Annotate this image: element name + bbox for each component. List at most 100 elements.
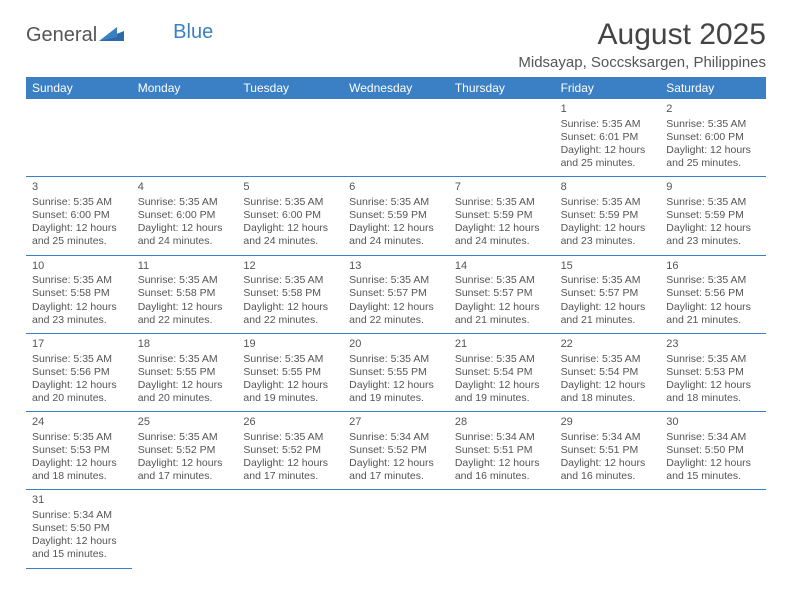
day-info-line: Sunset: 5:54 PM — [455, 366, 549, 379]
calendar-cell — [343, 99, 449, 177]
calendar-cell — [449, 490, 555, 568]
day-info-line: Sunset: 5:55 PM — [138, 366, 232, 379]
day-info-line: and 21 minutes. — [666, 314, 760, 327]
day-info-line: Daylight: 12 hours — [32, 301, 126, 314]
day-number: 20 — [349, 338, 443, 352]
day-number: 9 — [666, 181, 760, 195]
day-info-line: Daylight: 12 hours — [349, 379, 443, 392]
day-number: 27 — [349, 416, 443, 430]
day-info-line: Sunset: 5:52 PM — [138, 444, 232, 457]
day-info-line: and 21 minutes. — [455, 314, 549, 327]
calendar-cell — [449, 99, 555, 177]
day-info-line: Daylight: 12 hours — [243, 301, 337, 314]
weekday-monday: Monday — [132, 77, 238, 99]
day-info-line: and 25 minutes. — [561, 157, 655, 170]
day-number: 21 — [455, 338, 549, 352]
calendar-cell: 11Sunrise: 5:35 AMSunset: 5:58 PMDayligh… — [132, 256, 238, 334]
page-subtitle: Midsayap, Soccsksargen, Philippines — [518, 54, 766, 71]
day-info-line: Daylight: 12 hours — [138, 379, 232, 392]
day-info-line: Sunset: 5:59 PM — [455, 209, 549, 222]
day-info-line: Sunrise: 5:35 AM — [32, 274, 126, 287]
day-info-line: Daylight: 12 hours — [138, 222, 232, 235]
day-info-line: Sunrise: 5:35 AM — [666, 196, 760, 209]
day-info-line: Sunset: 5:54 PM — [561, 366, 655, 379]
day-number: 6 — [349, 181, 443, 195]
day-info-line: and 15 minutes. — [32, 548, 126, 561]
calendar-cell: 15Sunrise: 5:35 AMSunset: 5:57 PMDayligh… — [555, 256, 661, 334]
day-info-line: Sunset: 5:59 PM — [666, 209, 760, 222]
day-info-line: and 17 minutes. — [138, 470, 232, 483]
calendar-cell: 31Sunrise: 5:34 AMSunset: 5:50 PMDayligh… — [26, 490, 132, 568]
day-info-line: Sunset: 6:00 PM — [666, 131, 760, 144]
day-info-line: and 22 minutes. — [243, 314, 337, 327]
day-number: 24 — [32, 416, 126, 430]
day-info-line: Sunrise: 5:35 AM — [243, 196, 337, 209]
calendar-cell: 7Sunrise: 5:35 AMSunset: 5:59 PMDaylight… — [449, 177, 555, 255]
day-info-line: Sunrise: 5:35 AM — [138, 274, 232, 287]
calendar-cell: 5Sunrise: 5:35 AMSunset: 6:00 PMDaylight… — [237, 177, 343, 255]
calendar-cell: 18Sunrise: 5:35 AMSunset: 5:55 PMDayligh… — [132, 334, 238, 412]
calendar-cell — [132, 490, 238, 568]
calendar-cell: 21Sunrise: 5:35 AMSunset: 5:54 PMDayligh… — [449, 334, 555, 412]
logo-flag-icon — [99, 25, 125, 49]
day-info-line: Sunrise: 5:35 AM — [243, 274, 337, 287]
day-info-line: Sunrise: 5:35 AM — [455, 353, 549, 366]
day-info-line: Daylight: 12 hours — [138, 301, 232, 314]
day-info-line: and 15 minutes. — [666, 470, 760, 483]
day-number: 28 — [455, 416, 549, 430]
weekday-sunday: Sunday — [26, 77, 132, 99]
calendar-cell: 29Sunrise: 5:34 AMSunset: 5:51 PMDayligh… — [555, 412, 661, 490]
calendar-cell: 10Sunrise: 5:35 AMSunset: 5:58 PMDayligh… — [26, 256, 132, 334]
day-info-line: Sunrise: 5:35 AM — [138, 196, 232, 209]
day-info-line: Sunrise: 5:34 AM — [32, 509, 126, 522]
day-info-line: Sunrise: 5:35 AM — [561, 196, 655, 209]
logo-text-2: Blue — [173, 21, 213, 44]
weekday-tuesday: Tuesday — [237, 77, 343, 99]
calendar-cell: 14Sunrise: 5:35 AMSunset: 5:57 PMDayligh… — [449, 256, 555, 334]
day-info-line: and 24 minutes. — [138, 235, 232, 248]
calendar-cell: 13Sunrise: 5:35 AMSunset: 5:57 PMDayligh… — [343, 256, 449, 334]
day-number: 12 — [243, 260, 337, 274]
day-info-line: Sunrise: 5:35 AM — [349, 274, 443, 287]
day-info-line: Sunset: 5:52 PM — [243, 444, 337, 457]
day-info-line: Daylight: 12 hours — [32, 535, 126, 548]
day-info-line: Daylight: 12 hours — [666, 457, 760, 470]
day-info-line: Sunrise: 5:35 AM — [138, 353, 232, 366]
day-info-line: Daylight: 12 hours — [666, 144, 760, 157]
day-info-line: and 17 minutes. — [243, 470, 337, 483]
day-info-line: Sunrise: 5:35 AM — [138, 431, 232, 444]
day-info-line: Sunset: 5:53 PM — [666, 366, 760, 379]
day-info-line: Daylight: 12 hours — [561, 457, 655, 470]
day-info-line: Daylight: 12 hours — [349, 222, 443, 235]
calendar-grid: 1Sunrise: 5:35 AMSunset: 6:01 PMDaylight… — [26, 99, 766, 569]
day-info-line: and 17 minutes. — [349, 470, 443, 483]
day-info-line: Daylight: 12 hours — [666, 379, 760, 392]
day-info-line: Sunset: 5:58 PM — [138, 287, 232, 300]
day-info-line: Sunset: 5:50 PM — [32, 522, 126, 535]
day-info-line: and 19 minutes. — [243, 392, 337, 405]
day-number: 5 — [243, 181, 337, 195]
day-info-line: Sunset: 5:57 PM — [455, 287, 549, 300]
day-number: 22 — [561, 338, 655, 352]
header: General Blue August 2025 Midsayap, Soccs… — [26, 18, 766, 71]
day-number: 25 — [138, 416, 232, 430]
day-info-line: and 18 minutes. — [561, 392, 655, 405]
day-info-line: Sunset: 5:53 PM — [32, 444, 126, 457]
day-info-line: and 24 minutes. — [243, 235, 337, 248]
weekday-header: Sunday Monday Tuesday Wednesday Thursday… — [26, 77, 766, 99]
calendar-cell: 12Sunrise: 5:35 AMSunset: 5:58 PMDayligh… — [237, 256, 343, 334]
day-info-line: and 19 minutes. — [455, 392, 549, 405]
day-info-line: Daylight: 12 hours — [455, 301, 549, 314]
day-info-line: Sunset: 5:58 PM — [32, 287, 126, 300]
day-info-line: Sunset: 5:59 PM — [349, 209, 443, 222]
day-info-line: and 22 minutes. — [138, 314, 232, 327]
day-number: 19 — [243, 338, 337, 352]
day-info-line: Sunrise: 5:35 AM — [243, 353, 337, 366]
day-info-line: Sunrise: 5:34 AM — [561, 431, 655, 444]
day-info-line: Sunrise: 5:34 AM — [349, 431, 443, 444]
day-info-line: Sunset: 6:00 PM — [243, 209, 337, 222]
day-info-line: Sunset: 5:58 PM — [243, 287, 337, 300]
day-number: 16 — [666, 260, 760, 274]
day-info-line: and 18 minutes. — [666, 392, 760, 405]
day-info-line: Sunrise: 5:35 AM — [666, 353, 760, 366]
